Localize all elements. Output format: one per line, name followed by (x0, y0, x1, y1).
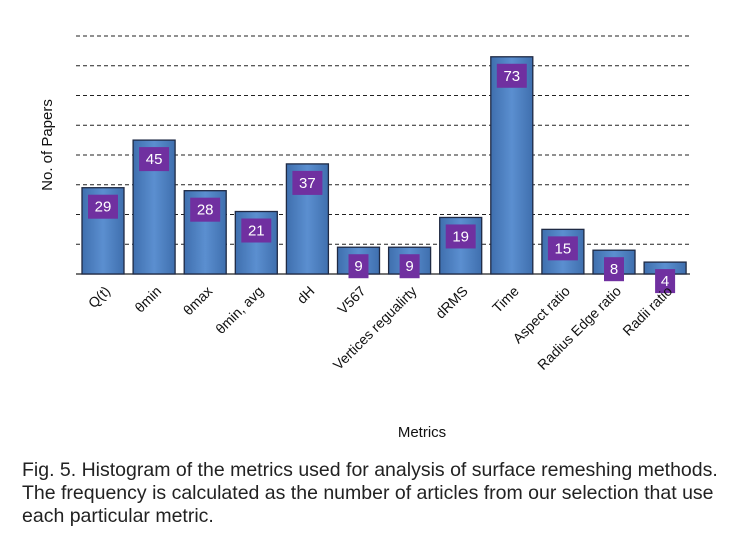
x-tick-label: Q(t) (85, 283, 113, 311)
bars: 29 45 28 21 37 9 9 19 73 15 8 4 (81, 56, 687, 294)
data-label: 45 (146, 151, 163, 168)
data-label: 73 (503, 68, 520, 85)
x-tick-label: Time (489, 283, 522, 316)
data-label-box (399, 254, 420, 279)
x-tick-label: dH (294, 283, 318, 307)
x-tick-label: Radii ratio (619, 283, 675, 339)
data-label: 28 (197, 202, 214, 219)
data-label: 9 (354, 258, 362, 275)
x-tick-label: θmin, avg (212, 283, 266, 337)
bar (490, 56, 534, 275)
data-label: 9 (405, 258, 413, 275)
data-label: 8 (610, 261, 618, 278)
data-label-box (445, 224, 476, 249)
data-label: 29 (95, 199, 112, 216)
x-tick-label: dRMS (432, 283, 471, 322)
x-tick-label: V567 (334, 283, 369, 318)
data-label: 21 (248, 223, 265, 240)
x-tick-label: θmax (180, 283, 216, 319)
data-label-box (190, 197, 221, 222)
data-label-box (604, 257, 624, 282)
data-label: 19 (452, 228, 469, 245)
y-axis-label: No. of Papers (39, 99, 56, 191)
data-label-box (348, 254, 369, 279)
data-label-box (88, 194, 118, 219)
data-label-box (292, 170, 323, 195)
data-label-box (241, 218, 272, 243)
data-label-box (547, 236, 578, 261)
data-label-box (139, 147, 170, 172)
x-axis-label: Metrics (398, 424, 446, 441)
data-label: 4 (661, 273, 669, 290)
x-tick-label: θmin (131, 283, 164, 316)
data-label: 15 (555, 240, 572, 257)
data-label: 37 (299, 175, 316, 192)
data-label-box (496, 63, 527, 88)
data-label-box (655, 269, 676, 294)
figure-caption: Fig. 5. Histogram of the metrics used fo… (22, 459, 718, 527)
gridlines (76, 35, 690, 275)
